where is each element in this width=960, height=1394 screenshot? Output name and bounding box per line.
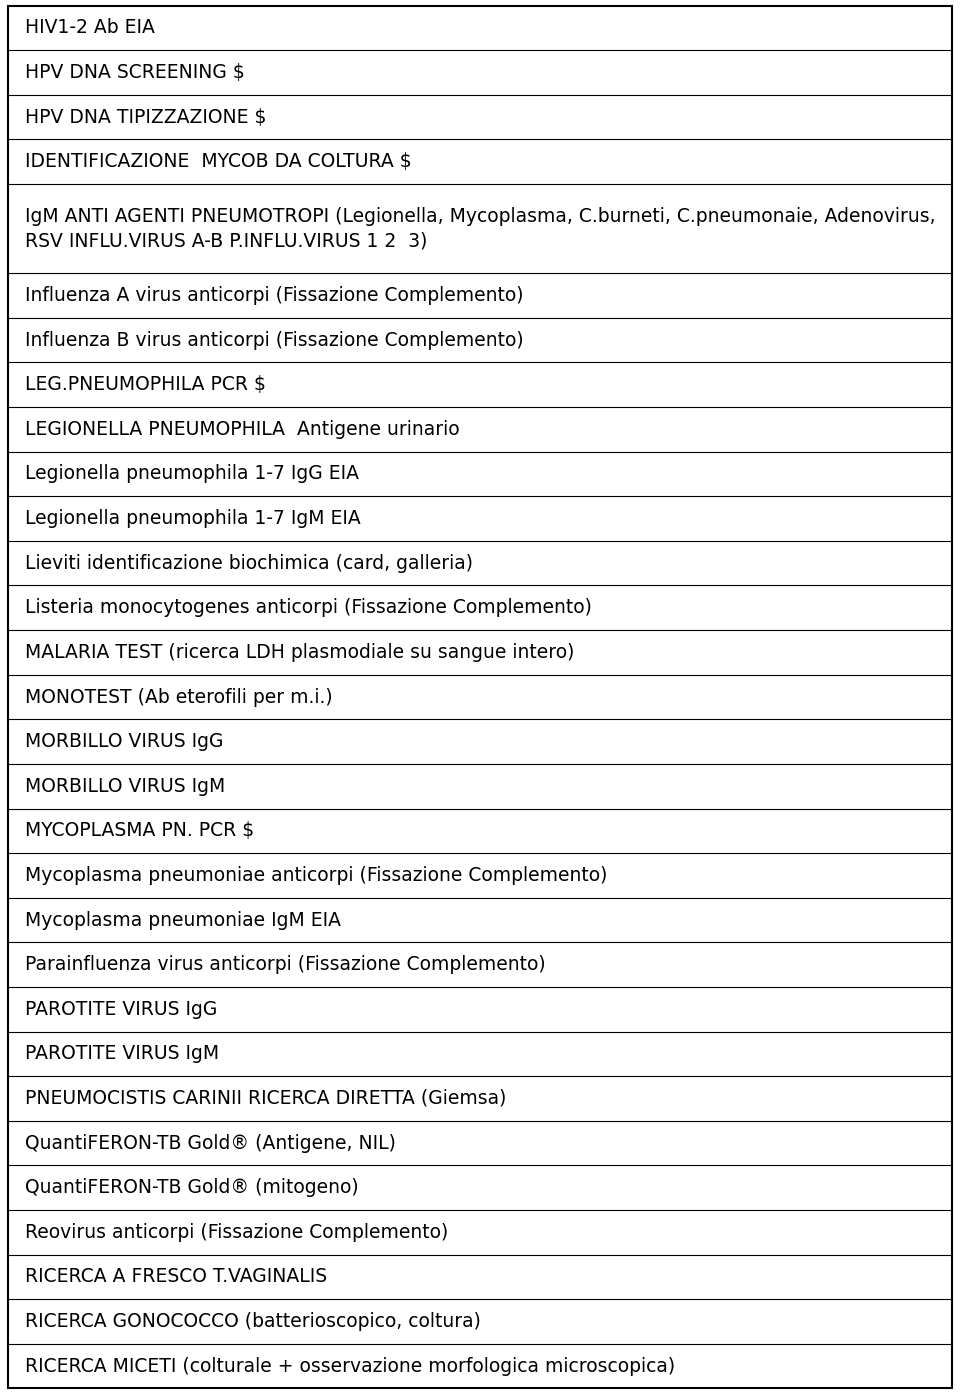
Text: QuantiFERON-TB Gold® (mitogeno): QuantiFERON-TB Gold® (mitogeno) [25, 1178, 359, 1197]
Text: PAROTITE VIRUS IgG: PAROTITE VIRUS IgG [25, 999, 217, 1019]
Text: MORBILLO VIRUS IgM: MORBILLO VIRUS IgM [25, 776, 226, 796]
Text: Listeria monocytogenes anticorpi (Fissazione Complemento): Listeria monocytogenes anticorpi (Fissaz… [25, 598, 591, 618]
Text: Lieviti identificazione biochimica (card, galleria): Lieviti identificazione biochimica (card… [25, 553, 473, 573]
Text: HPV DNA TIPIZZAZIONE $: HPV DNA TIPIZZAZIONE $ [25, 107, 266, 127]
Text: RICERCA GONOCOCCO (batterioscopico, coltura): RICERCA GONOCOCCO (batterioscopico, colt… [25, 1312, 481, 1331]
Text: IgM ANTI AGENTI PNEUMOTROPI (Legionella, Mycoplasma, C.burneti, C.pneumonaie, Ad: IgM ANTI AGENTI PNEUMOTROPI (Legionella,… [25, 206, 936, 251]
Text: Legionella pneumophila 1-7 IgG EIA: Legionella pneumophila 1-7 IgG EIA [25, 464, 359, 484]
Text: Legionella pneumophila 1-7 IgM EIA: Legionella pneumophila 1-7 IgM EIA [25, 509, 361, 528]
Text: PAROTITE VIRUS IgM: PAROTITE VIRUS IgM [25, 1044, 219, 1064]
Text: HPV DNA SCREENING $: HPV DNA SCREENING $ [25, 63, 245, 82]
Text: MYCOPLASMA PN. PCR $: MYCOPLASMA PN. PCR $ [25, 821, 254, 841]
Text: QuantiFERON-TB Gold® (Antigene, NIL): QuantiFERON-TB Gold® (Antigene, NIL) [25, 1133, 396, 1153]
Text: LEG.PNEUMOPHILA PCR $: LEG.PNEUMOPHILA PCR $ [25, 375, 266, 395]
Text: MORBILLO VIRUS IgG: MORBILLO VIRUS IgG [25, 732, 224, 751]
Text: MONOTEST (Ab eterofili per m.i.): MONOTEST (Ab eterofili per m.i.) [25, 687, 332, 707]
Text: RICERCA A FRESCO T.VAGINALIS: RICERCA A FRESCO T.VAGINALIS [25, 1267, 327, 1287]
Text: HIV1-2 Ab EIA: HIV1-2 Ab EIA [25, 18, 155, 38]
Text: Influenza B virus anticorpi (Fissazione Complemento): Influenza B virus anticorpi (Fissazione … [25, 330, 523, 350]
Text: Influenza A virus anticorpi (Fissazione Complemento): Influenza A virus anticorpi (Fissazione … [25, 286, 523, 305]
Text: Reovirus anticorpi (Fissazione Complemento): Reovirus anticorpi (Fissazione Complemen… [25, 1223, 448, 1242]
Text: Mycoplasma pneumoniae IgM EIA: Mycoplasma pneumoniae IgM EIA [25, 910, 341, 930]
Text: LEGIONELLA PNEUMOPHILA  Antigene urinario: LEGIONELLA PNEUMOPHILA Antigene urinario [25, 420, 460, 439]
Text: Parainfluenza virus anticorpi (Fissazione Complemento): Parainfluenza virus anticorpi (Fissazion… [25, 955, 545, 974]
Text: Mycoplasma pneumoniae anticorpi (Fissazione Complemento): Mycoplasma pneumoniae anticorpi (Fissazi… [25, 866, 608, 885]
Text: MALARIA TEST (ricerca LDH plasmodiale su sangue intero): MALARIA TEST (ricerca LDH plasmodiale su… [25, 643, 574, 662]
Text: PNEUMOCISTIS CARINII RICERCA DIRETTA (Giemsa): PNEUMOCISTIS CARINII RICERCA DIRETTA (Gi… [25, 1089, 506, 1108]
Text: IDENTIFICAZIONE  MYCOB DA COLTURA $: IDENTIFICAZIONE MYCOB DA COLTURA $ [25, 152, 412, 171]
Text: RICERCA MICETI (colturale + osservazione morfologica microscopica): RICERCA MICETI (colturale + osservazione… [25, 1356, 675, 1376]
